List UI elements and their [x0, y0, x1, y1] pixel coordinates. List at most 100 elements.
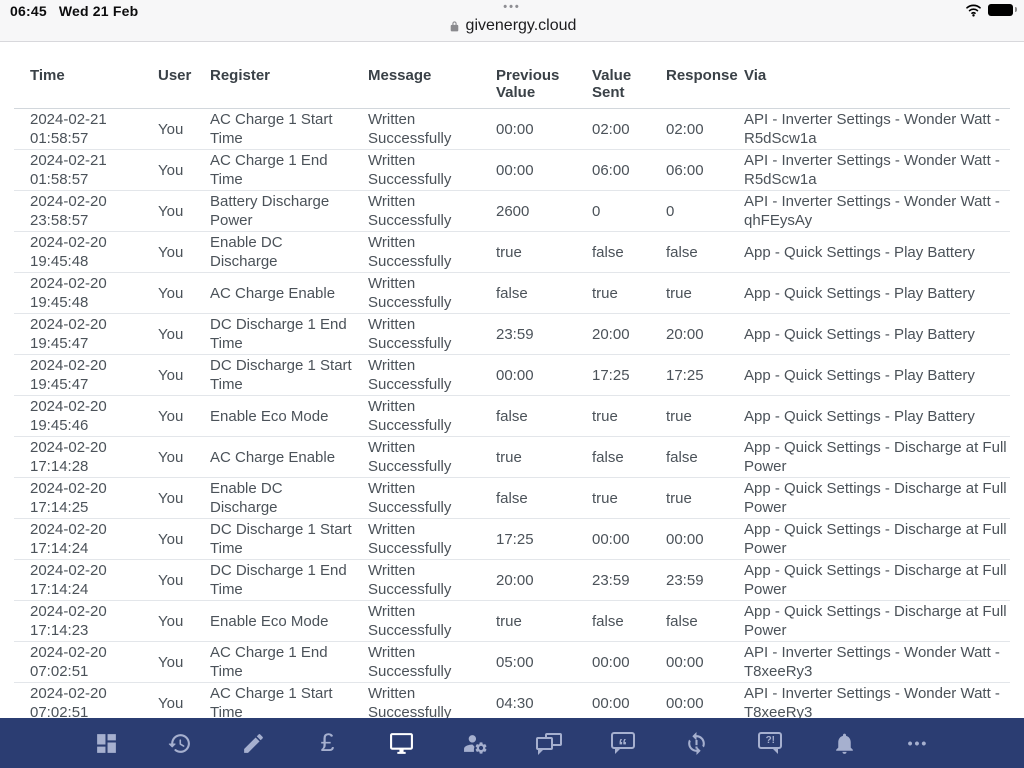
table-header: Time User Register Message Previous Valu… [14, 62, 1010, 109]
cell-time: 2024-02-20 19:45:48 [14, 231, 142, 273]
cell-user: You [142, 477, 194, 519]
table-row: 2024-02-20 17:14:24 You DC Discharge 1 E… [14, 559, 1010, 601]
cell-previous-value: true [480, 436, 576, 478]
cell-previous-value: true [480, 231, 576, 273]
cell-response: 02:00 [650, 108, 728, 150]
table-row: 2024-02-20 23:58:57 You Battery Discharg… [14, 190, 1010, 232]
cell-previous-value: 00:00 [480, 149, 576, 191]
cell-register: AC Charge 1 Start Time [194, 682, 352, 724]
bell-icon [835, 733, 853, 754]
sync-alert-icon [688, 731, 705, 755]
cell-register: AC Charge Enable [194, 272, 352, 314]
col-header-register: Register [194, 62, 352, 109]
cell-message: Written Successfully [352, 231, 480, 273]
cell-user: You [142, 395, 194, 437]
cell-time: 2024-02-20 07:02:51 [14, 641, 142, 683]
cell-via: App - Quick Settings - Discharge at Full… [728, 518, 1010, 560]
status-date: Wed 21 Feb [58, 3, 139, 19]
cell-time: 2024-02-20 19:45:47 [14, 354, 142, 396]
table-row: 2024-02-21 01:58:57 You AC Charge 1 Star… [14, 108, 1010, 150]
cell-user: You [142, 559, 194, 601]
cell-via: App - Quick Settings - Play Battery [728, 354, 1010, 396]
cell-message: Written Successfully [352, 149, 480, 191]
question-bubble-icon: ?! [758, 732, 783, 754]
table-row: 2024-02-20 17:14:23 You Enable Eco Mode … [14, 600, 1010, 642]
cell-time: 2024-02-20 17:14:23 [14, 600, 142, 642]
cell-response: 0 [650, 190, 728, 232]
col-header-response: Response [650, 62, 738, 109]
nav-item-history[interactable] [162, 725, 198, 761]
nav-item-feedback[interactable]: “ [605, 725, 641, 761]
nav-item-dashboard[interactable] [88, 725, 124, 761]
cell-value-sent: true [576, 395, 650, 437]
battery-full-icon [988, 3, 1017, 16]
nav-item-edit[interactable] [236, 725, 272, 761]
nav-item-notifications[interactable] [826, 725, 862, 761]
cell-register: AC Charge 1 End Time [194, 641, 352, 683]
cell-response: true [650, 272, 728, 314]
cell-register: Enable DC Discharge [194, 477, 352, 519]
cell-user: You [142, 231, 194, 273]
cell-message: Written Successfully [352, 600, 480, 642]
cell-user: You [142, 190, 194, 232]
col-header-via: Via [728, 62, 1010, 109]
table-row: 2024-02-20 19:45:46 You Enable Eco Mode … [14, 395, 1010, 437]
cell-time: 2024-02-20 17:14:25 [14, 477, 142, 519]
cell-message: Written Successfully [352, 190, 480, 232]
cell-via: API - Inverter Settings - Wonder Watt - … [728, 190, 1010, 232]
cell-message: Written Successfully [352, 108, 480, 150]
cell-value-sent: true [576, 477, 650, 519]
cell-response: false [650, 436, 728, 478]
cell-response: 00:00 [650, 641, 728, 683]
nav-item-account-settings[interactable] [457, 725, 493, 761]
cell-previous-value: false [480, 477, 576, 519]
cell-time: 2024-02-20 07:02:51 [14, 682, 142, 724]
cell-value-sent: 23:59 [576, 559, 650, 601]
nav-item-sync-alert[interactable] [679, 725, 715, 761]
cell-response: 17:25 [650, 354, 728, 396]
cell-value-sent: false [576, 600, 650, 642]
cell-time: 2024-02-20 23:58:57 [14, 190, 142, 232]
status-time: 06:45 [10, 3, 47, 19]
table-row: 2024-02-20 17:14:28 You AC Charge Enable… [14, 436, 1010, 478]
cell-register: Enable Eco Mode [194, 600, 352, 642]
nav-item-monitor[interactable] [383, 725, 419, 761]
history-icon [169, 733, 191, 753]
cell-previous-value: false [480, 272, 576, 314]
table-row: 2024-02-20 17:14:25 You Enable DC Discha… [14, 477, 1010, 519]
pound-icon: £ [320, 728, 335, 757]
cell-user: You [142, 272, 194, 314]
cell-user: You [142, 149, 194, 191]
cell-via: App - Quick Settings - Play Battery [728, 313, 1010, 355]
col-header-previous-value: Previous Value [480, 62, 576, 109]
cell-response: 20:00 [650, 313, 728, 355]
url-text: givenergy.cloud [465, 17, 577, 34]
monitor-icon [389, 732, 413, 754]
cell-via: API - Inverter Settings - Wonder Watt - … [728, 149, 1010, 191]
cell-value-sent: false [576, 436, 650, 478]
cell-message: Written Successfully [352, 313, 480, 355]
cell-user: You [142, 518, 194, 560]
cell-time: 2024-02-20 17:14:28 [14, 436, 142, 478]
cell-value-sent: 06:00 [576, 149, 650, 191]
table-row: 2024-02-20 07:02:51 You AC Charge 1 End … [14, 641, 1010, 683]
cell-message: Written Successfully [352, 436, 480, 478]
col-header-time: Time [14, 62, 142, 109]
cell-response: 06:00 [650, 149, 728, 191]
col-header-message: Message [352, 62, 480, 109]
nav-item-more[interactable]: ••• [900, 725, 936, 761]
cell-time: 2024-02-20 17:14:24 [14, 559, 142, 601]
lock-icon [450, 20, 458, 31]
nav-item-tariff[interactable]: £ [309, 725, 345, 761]
pencil-icon [244, 733, 264, 753]
address-bar[interactable]: givenergy.cloud [0, 17, 1024, 35]
cell-value-sent: true [576, 272, 650, 314]
cell-register: Enable DC Discharge [194, 231, 352, 273]
browser-top-bar: 06:45 Wed 21 Feb ••• givenergy.cloud [0, 0, 1024, 42]
ellipsis-icon: ••• [907, 735, 929, 751]
cell-user: You [142, 354, 194, 396]
tab-dots[interactable]: ••• [503, 1, 521, 13]
nav-item-help[interactable]: ?! [752, 725, 788, 761]
cell-value-sent: 17:25 [576, 354, 650, 396]
nav-item-chat[interactable] [531, 725, 567, 761]
